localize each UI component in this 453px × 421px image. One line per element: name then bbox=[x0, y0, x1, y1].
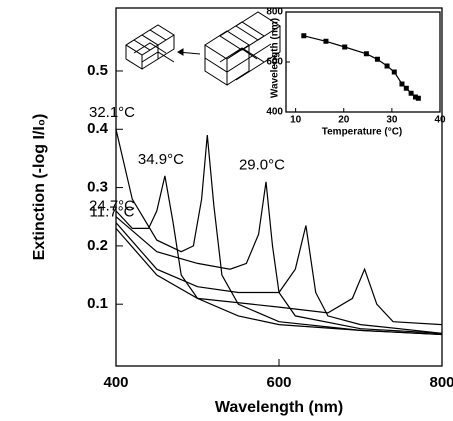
y-axis-label: Extinction (-log I/I₀) bbox=[31, 114, 48, 261]
y-tick-label: 0.2 bbox=[87, 237, 108, 254]
series-line bbox=[115, 175, 443, 336]
x-tick-label: 600 bbox=[266, 374, 291, 391]
inset-x-axis-label: Temperature (°C) bbox=[322, 127, 403, 138]
inset-marker bbox=[415, 95, 421, 101]
peak-label: 32.1°C bbox=[89, 104, 135, 121]
inset-marker bbox=[403, 85, 409, 91]
inset-marker bbox=[399, 81, 405, 87]
lattice-illustration bbox=[125, 11, 281, 86]
inset-marker bbox=[412, 94, 418, 100]
series-line bbox=[115, 228, 443, 326]
peak-label: 11.7°C bbox=[90, 203, 135, 220]
inset-marker bbox=[363, 51, 369, 57]
inset-marker bbox=[408, 90, 414, 96]
peak-label: 24.7°C bbox=[89, 198, 135, 215]
inset-y-tick-label: 400 bbox=[266, 107, 283, 118]
inset-marker bbox=[342, 44, 348, 50]
inset-y-axis-label: Wavelength (nm) bbox=[270, 18, 281, 98]
inset-y-tick-label: 600 bbox=[266, 57, 283, 68]
inset-marker bbox=[384, 63, 390, 69]
inset-marker bbox=[301, 33, 307, 39]
y-tick-label: 0.3 bbox=[87, 179, 108, 196]
inset-x-tick-label: 10 bbox=[290, 115, 302, 126]
series-line bbox=[115, 222, 443, 334]
peak-label: 34.9°C bbox=[138, 151, 184, 168]
y-tick-label: 0.4 bbox=[87, 120, 109, 137]
inset-marker bbox=[323, 38, 329, 44]
x-axis-label: Wavelength (nm) bbox=[215, 399, 343, 416]
series-line bbox=[115, 129, 443, 336]
series-line bbox=[115, 181, 443, 334]
peak-label: 29.0°C bbox=[239, 157, 285, 174]
y-tick-label: 0.1 bbox=[87, 295, 108, 312]
inset-x-tick-label: 30 bbox=[386, 115, 398, 126]
inset-y-tick-label: 800 bbox=[266, 7, 283, 18]
inset-marker bbox=[374, 56, 380, 62]
y-tick-label: 0.5 bbox=[87, 62, 108, 79]
x-tick-label: 800 bbox=[429, 374, 453, 391]
inset-marker bbox=[391, 69, 397, 75]
inset-x-tick-label: 40 bbox=[434, 115, 446, 126]
x-tick-label: 400 bbox=[103, 374, 128, 391]
inset-x-tick-label: 20 bbox=[338, 115, 350, 126]
